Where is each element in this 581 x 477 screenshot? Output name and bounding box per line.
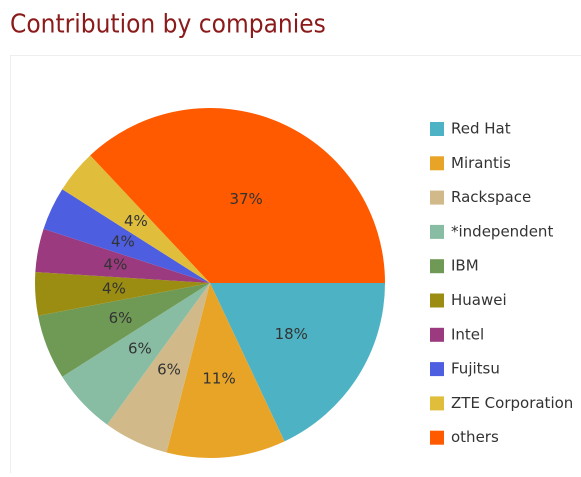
legend-label: *independent (451, 222, 553, 240)
legend-swatch (430, 191, 444, 205)
legend-swatch (430, 294, 444, 308)
slice-label: 4% (104, 255, 128, 273)
legend-swatch (430, 396, 444, 410)
legend-swatch (430, 431, 444, 445)
slice-label: 4% (111, 233, 135, 251)
legend-label: IBM (451, 257, 479, 275)
slice-label: 4% (124, 212, 148, 230)
legend-label: Red Hat (451, 120, 511, 138)
slice-label: 37% (229, 190, 262, 208)
legend-label: Rackspace (451, 188, 531, 206)
legend-swatch (430, 122, 444, 136)
legend-label: Huawei (451, 291, 507, 309)
legend-label: Intel (451, 325, 484, 343)
slice-label: 6% (157, 361, 181, 379)
slice-label: 4% (102, 280, 126, 298)
legend-swatch (430, 259, 444, 273)
legend-swatch (430, 362, 444, 376)
slice-label: 6% (109, 309, 133, 327)
chart-title: Contribution by companies (10, 10, 326, 40)
slice-label: 11% (202, 369, 235, 387)
legend-label: ZTE Corporation (451, 394, 573, 412)
legend-swatch (430, 225, 444, 239)
legend-swatch (430, 156, 444, 170)
legend-label: Fujitsu (451, 360, 500, 378)
legend-label: others (451, 428, 499, 446)
legend-swatch (430, 328, 444, 342)
slice-label: 6% (128, 339, 152, 357)
legend-label: Mirantis (451, 154, 511, 172)
slice-label: 18% (275, 325, 308, 343)
